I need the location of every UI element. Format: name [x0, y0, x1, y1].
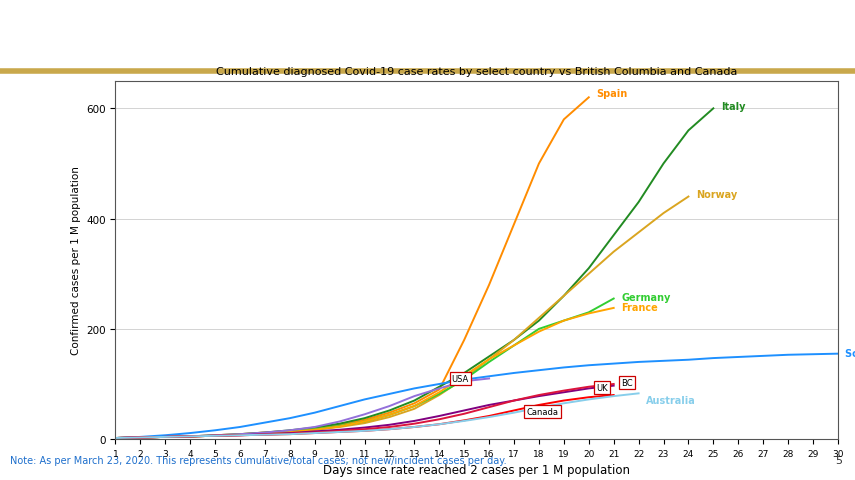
- Title: Cumulative diagnosed Covid-19 case rates by select country vs British Columbia a: Cumulative diagnosed Covid-19 case rates…: [216, 67, 737, 77]
- Text: Note: As per March 23, 2020. This represents cumulative/total cases; not new/inc: Note: As per March 23, 2020. This repres…: [10, 455, 507, 465]
- X-axis label: Days since rate reached 2 cases per 1 M population: Days since rate reached 2 cases per 1 M …: [323, 463, 630, 477]
- Y-axis label: Confirmed cases per 1 M population: Confirmed cases per 1 M population: [70, 166, 80, 355]
- Text: Australia: Australia: [646, 395, 696, 405]
- Text: France: France: [621, 302, 657, 312]
- Text: USA: USA: [451, 374, 469, 383]
- Text: Norway: Norway: [696, 190, 737, 199]
- Text: BC: BC: [621, 379, 633, 387]
- Text: Spain: Spain: [596, 89, 628, 99]
- Text: Canada: Canada: [527, 407, 558, 416]
- Text: COVID-19 Case Rate Comparison: COVID-19 Case Rate Comparison: [19, 20, 528, 48]
- Text: 5: 5: [835, 455, 842, 465]
- Text: Italy: Italy: [721, 101, 746, 111]
- Text: Germany: Germany: [621, 293, 670, 303]
- Text: UK: UK: [596, 383, 608, 392]
- Text: South Korea: South Korea: [846, 348, 855, 358]
